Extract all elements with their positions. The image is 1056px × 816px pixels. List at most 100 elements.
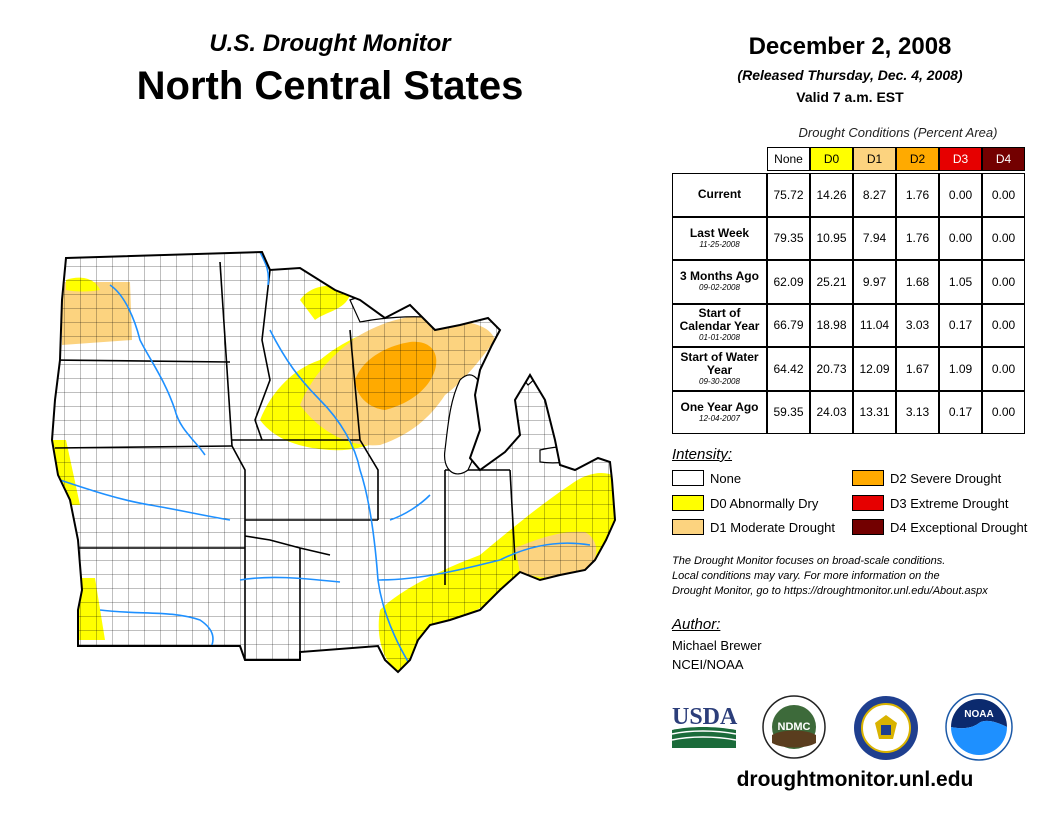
legend-label: D0 Abnormally Dry [710, 495, 819, 511]
legend-swatch [672, 519, 704, 535]
map-subtitle: U.S. Drought Monitor [209, 30, 451, 57]
table-cell: 0.00 [939, 216, 982, 260]
table-cell: 0.17 [939, 303, 982, 347]
table-cell: 59.35 [767, 390, 810, 434]
table-cell: 0.00 [982, 173, 1025, 217]
map-title: North Central States [136, 64, 524, 108]
note-line-1: The Drought Monitor focuses on broad-sca… [672, 555, 946, 567]
table-cell: 66.79 [767, 303, 810, 347]
map-date: December 2, 2008 [748, 33, 952, 60]
column-header-d1: D1 [853, 147, 896, 171]
row-label: Start of Water Year 09-30-2008 [672, 347, 767, 391]
lake-superior [349, 285, 507, 323]
note-line-2: Local conditions may vary. For more info… [672, 570, 940, 582]
row-label-text: Last Week [689, 225, 750, 240]
table-cell: 0.00 [982, 347, 1025, 391]
table-cell: 1.68 [896, 260, 939, 304]
author-title: Author: [672, 616, 721, 633]
drought-map [51, 251, 616, 673]
noaa-logo-text: NOAA [964, 709, 993, 720]
rivers [59, 252, 591, 666]
table-cell: 0.00 [982, 216, 1025, 260]
row-date: 09-02-2008 [699, 283, 740, 293]
table-cell: 25.21 [810, 260, 853, 304]
table-cell: 24.03 [810, 390, 853, 434]
drought-note: The Drought Monitor focuses on broad-sca… [672, 554, 1052, 599]
table-cell: 13.31 [853, 390, 896, 434]
usda-logo-text: USDA [672, 704, 738, 730]
legend-item: D3 Extreme Drought [852, 495, 1009, 511]
conditions-title: Drought Conditions (Percent Area) [798, 125, 998, 140]
row-label-text: Current [697, 187, 742, 202]
author-org: NCEI/NOAA [672, 657, 744, 672]
table-cell: 0.00 [982, 303, 1025, 347]
row-date: 12-04-2007 [699, 413, 740, 423]
table-cell: 1.05 [939, 260, 982, 304]
state-boundaries [54, 261, 516, 660]
row-label-text: One Year Ago [680, 399, 759, 414]
row-label-text: 3 Months Ago [680, 269, 759, 284]
table-cell: 0.00 [982, 260, 1025, 304]
table-cell: 64.42 [767, 347, 810, 391]
legend-item: D2 Severe Drought [852, 470, 1001, 486]
table-cell: 10.95 [810, 216, 853, 260]
author-name: Michael Brewer [672, 638, 762, 653]
ndmc-logo-text: NDMC [778, 721, 811, 733]
table-cell: 1.76 [896, 173, 939, 217]
lake-huron [504, 327, 547, 386]
legend-item: D4 Exceptional Drought [852, 519, 1027, 535]
ndmc-logo: NDMC [762, 695, 826, 759]
row-label: Start of Calendar Year 01-01-2008 [672, 303, 767, 347]
row-label: One Year Ago 12-04-2007 [672, 390, 767, 434]
legend-label: D4 Exceptional Drought [890, 519, 1028, 535]
row-label-text: Start of Water Year [680, 349, 759, 377]
table-cell: 3.03 [896, 303, 939, 347]
row-date: 01-01-2008 [699, 333, 740, 343]
table-cell: 8.27 [853, 173, 896, 217]
legend-swatch [852, 495, 884, 511]
column-header-d3: D3 [939, 147, 982, 171]
table-cell: 79.35 [767, 216, 810, 260]
row-label: Last Week 11-25-2008 [672, 216, 767, 260]
usda-logo: USDA [671, 704, 738, 748]
website-link[interactable]: droughtmonitor.unl.edu [736, 768, 974, 791]
legend-item: D1 Moderate Drought [672, 519, 835, 535]
column-header-none: None [767, 147, 810, 171]
valid-time: Valid 7 a.m. EST [796, 89, 904, 105]
legend-swatch [852, 470, 884, 486]
row-label: Current [672, 173, 767, 217]
table-cell: 18.98 [810, 303, 853, 347]
table-cell: 1.09 [939, 347, 982, 391]
row-date: 11-25-2008 [699, 239, 740, 249]
table-cell: 12.09 [853, 347, 896, 391]
legend-label: D1 Moderate Drought [710, 519, 836, 535]
table-cell: 0.17 [939, 390, 982, 434]
release-date: (Released Thursday, Dec. 4, 2008) [737, 67, 963, 83]
table-cell: 14.26 [810, 173, 853, 217]
table-cell: 75.72 [767, 173, 810, 217]
table-cell: 1.76 [896, 216, 939, 260]
table-cell: 9.97 [853, 260, 896, 304]
legend-label: None [710, 470, 742, 486]
intensity-title: Intensity: [672, 446, 733, 463]
table-cell: 0.00 [982, 390, 1025, 434]
column-header-d0: D0 [810, 147, 853, 171]
legend-label: D3 Extreme Drought [890, 495, 1009, 511]
table-cell: 7.94 [853, 216, 896, 260]
legend-label: D2 Severe Drought [890, 470, 1002, 486]
legend-swatch [672, 470, 704, 486]
note-line-3: Drought Monitor, go to https://droughtmo… [672, 585, 988, 597]
row-date: 09-30-2008 [699, 376, 740, 386]
row-label: 3 Months Ago 09-02-2008 [672, 260, 767, 304]
legend-swatch [672, 495, 704, 511]
table-cell: 0.00 [939, 173, 982, 217]
row-label-text: Start of Calendar Year [679, 306, 760, 334]
commerce-seal-logo [854, 696, 918, 760]
column-header-d4: D4 [982, 147, 1025, 171]
table-cell: 62.09 [767, 260, 810, 304]
table-cell: 1.67 [896, 347, 939, 391]
legend-item: None [672, 470, 741, 486]
lake-erie [539, 445, 602, 464]
noaa-logo: NOAA [945, 693, 1013, 761]
table-cell: 20.73 [810, 347, 853, 391]
